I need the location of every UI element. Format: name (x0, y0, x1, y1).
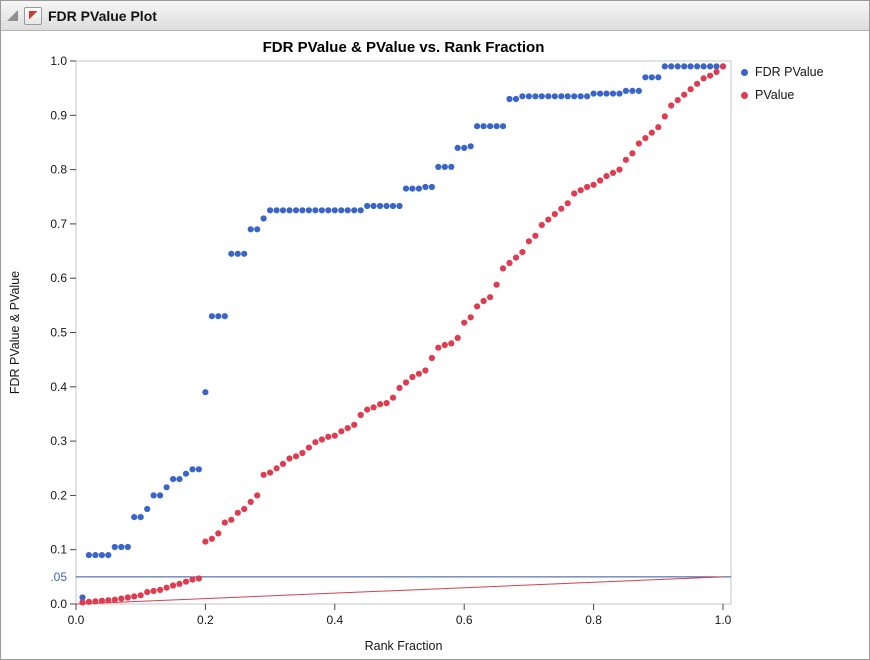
fdr-pvalue-chart: FDR PValue & PValue vs. Rank Fraction 0.0… (8, 39, 732, 653)
pvalue-diagonal-line (75, 576, 724, 605)
x-axis[interactable]: 0.0 0.2 0.4 0.6 0.8 1.0 (68, 604, 732, 627)
outline-header[interactable]: FDR PValue Plot (1, 1, 869, 31)
legend-marker-fdr-pvalue-icon (741, 68, 748, 76)
plot-frame (75, 60, 732, 605)
legend-label-pvalue: PValue (755, 88, 795, 102)
alpha-05-tick-label: .05 (50, 570, 67, 584)
legend-item-pvalue[interactable]: PValue (741, 88, 824, 102)
svg-text:0.8: 0.8 (50, 163, 67, 177)
svg-text:1.0: 1.0 (715, 613, 732, 627)
svg-text:0.6: 0.6 (50, 271, 67, 285)
svg-text:0.6: 0.6 (456, 613, 473, 627)
series-pvalue[interactable] (79, 63, 727, 606)
red-triangle-icon (28, 11, 38, 20)
svg-text:0.7: 0.7 (50, 217, 67, 231)
svg-text:0.5: 0.5 (50, 326, 67, 340)
svg-text:0.2: 0.2 (197, 613, 214, 627)
chart-title: FDR PValue & PValue vs. Rank Fraction (263, 39, 545, 56)
y-axis-label: FDR PValue & PValue (8, 271, 22, 394)
svg-text:0.2: 0.2 (50, 488, 67, 502)
svg-text:0.0: 0.0 (50, 597, 67, 611)
legend: FDR PValue PValue (741, 65, 824, 102)
svg-text:0.3: 0.3 (50, 434, 67, 448)
y-axis[interactable]: 0.0 0.1 0.2 0.3 0.4 0.5 0.6 0.7 0.8 0.9 1.0 .05 (50, 54, 76, 611)
series-fdr-pvalue[interactable] (79, 63, 727, 601)
svg-text:0.4: 0.4 (326, 613, 343, 627)
red-triangle-menu-button[interactable] (24, 6, 42, 25)
legend-label-fdr-pvalue: FDR PValue (755, 65, 824, 79)
svg-text:0.4: 0.4 (50, 380, 67, 394)
x-axis-label: Rank Fraction (365, 639, 443, 653)
svg-text:1.0: 1.0 (50, 54, 67, 68)
svg-text:0.0: 0.0 (68, 613, 85, 627)
svg-text:0.1: 0.1 (50, 543, 67, 557)
disclosure-triangle-icon[interactable] (7, 10, 18, 21)
legend-marker-pvalue-icon (741, 91, 748, 99)
outline-title: FDR PValue Plot (48, 7, 157, 24)
plot-area: FDR PValue & PValue vs. Rank Fraction 0.0… (1, 31, 869, 659)
svg-text:0.8: 0.8 (585, 613, 602, 627)
svg-text:0.9: 0.9 (50, 108, 67, 122)
legend-item-fdr-pvalue[interactable]: FDR PValue (741, 65, 824, 79)
